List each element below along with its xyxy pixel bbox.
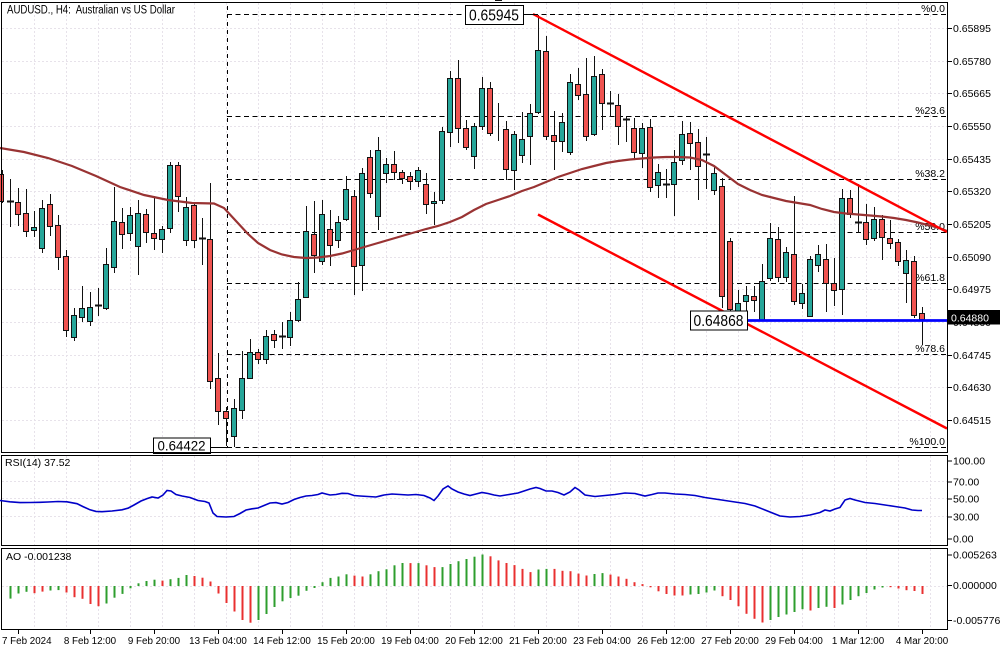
svg-text:23 Feb 04:00: 23 Feb 04:00 (573, 636, 631, 647)
svg-text:0.64630: 0.64630 (953, 382, 991, 394)
svg-text:0.65090: 0.65090 (953, 252, 991, 264)
svg-text:4 Mar 20:00: 4 Mar 20:00 (896, 636, 949, 647)
svg-text:0.64515: 0.64515 (953, 415, 991, 427)
svg-text:0.64868: 0.64868 (694, 313, 744, 330)
svg-text:-0.005776: -0.005776 (953, 615, 1000, 627)
svg-text:%38.2: %38.2 (915, 168, 945, 180)
svg-text:%23.6: %23.6 (915, 105, 945, 117)
svg-text:29 Feb 04:00: 29 Feb 04:00 (765, 636, 823, 647)
svg-text:13 Feb 04:00: 13 Feb 04:00 (189, 636, 247, 647)
svg-text:70.00: 70.00 (953, 477, 979, 489)
svg-text:%100.0: %100.0 (909, 436, 945, 448)
svg-text:0.00: 0.00 (953, 534, 974, 546)
svg-text:0.65945: 0.65945 (469, 8, 519, 25)
svg-text:AUDUSD., H4: Australian vs US: AUDUSD., H4: Australian vs US Dollar (7, 5, 175, 17)
svg-text:0.65895: 0.65895 (953, 23, 991, 35)
svg-text:0.65435: 0.65435 (953, 154, 991, 166)
svg-text:0.64745: 0.64745 (953, 350, 991, 362)
svg-text:0.64422: 0.64422 (158, 439, 206, 454)
svg-text:0.64880: 0.64880 (951, 313, 989, 325)
svg-text:50.00: 50.00 (953, 494, 979, 506)
svg-text:30.00: 30.00 (953, 512, 979, 524)
svg-text:19 Feb 04:00: 19 Feb 04:00 (381, 636, 439, 647)
svg-text:0.65550: 0.65550 (953, 121, 991, 133)
svg-text:26 Feb 12:00: 26 Feb 12:00 (637, 636, 695, 647)
svg-text:%61.8: %61.8 (915, 272, 945, 284)
svg-text:%0.0: %0.0 (921, 3, 945, 15)
svg-text:27 Feb 20:00: 27 Feb 20:00 (701, 636, 759, 647)
svg-text:0.005263: 0.005263 (953, 550, 997, 562)
svg-text:%78.6: %78.6 (915, 343, 945, 355)
svg-text:14 Feb 12:00: 14 Feb 12:00 (253, 636, 311, 647)
svg-text:7 Feb 2024: 7 Feb 2024 (2, 636, 52, 647)
svg-text:0.65320: 0.65320 (953, 186, 991, 198)
svg-text:100.00: 100.00 (953, 456, 985, 468)
svg-text:0.64975: 0.64975 (953, 284, 991, 296)
svg-text:21 Feb 20:00: 21 Feb 20:00 (509, 636, 567, 647)
svg-text:8 Feb 12:00: 8 Feb 12:00 (64, 636, 117, 647)
svg-text:0.65780: 0.65780 (953, 56, 991, 68)
svg-text:15 Feb 20:00: 15 Feb 20:00 (317, 636, 375, 647)
svg-text:0.000000: 0.000000 (953, 580, 997, 592)
svg-text:0.65205: 0.65205 (953, 219, 991, 231)
svg-text:0.65665: 0.65665 (953, 88, 991, 100)
svg-text:RSI(14) 37.52: RSI(14) 37.52 (5, 457, 71, 469)
svg-text:AO -0.001238: AO -0.001238 (6, 551, 72, 563)
svg-text:20 Feb 12:00: 20 Feb 12:00 (445, 636, 503, 647)
svg-text:9 Feb 20:00: 9 Feb 20:00 (128, 636, 181, 647)
svg-text:1 Mar 12:00: 1 Mar 12:00 (832, 636, 885, 647)
